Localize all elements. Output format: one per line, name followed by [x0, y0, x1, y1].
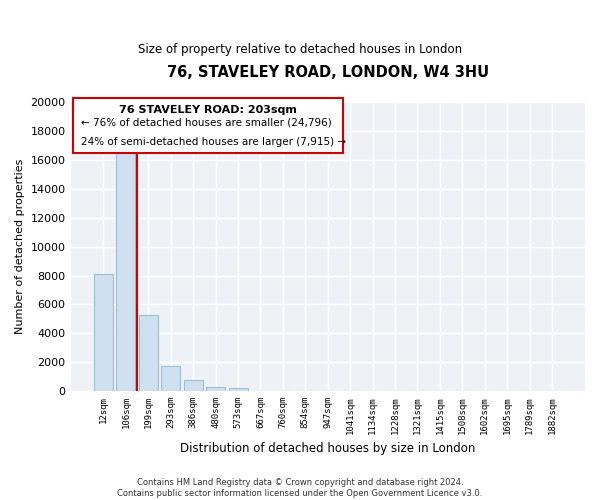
Text: 24% of semi-detached houses are larger (7,915) →: 24% of semi-detached houses are larger (…: [81, 136, 346, 146]
Bar: [94, 274, 113, 391]
Text: Size of property relative to detached houses in London: Size of property relative to detached ho…: [138, 42, 462, 56]
Title: 76, STAVELEY ROAD, LONDON, W4 3HU: 76, STAVELEY ROAD, LONDON, W4 3HU: [167, 65, 489, 80]
Y-axis label: Number of detached properties: Number of detached properties: [15, 159, 25, 334]
Bar: [161, 366, 180, 391]
Text: 76 STAVELEY ROAD: 203sqm: 76 STAVELEY ROAD: 203sqm: [119, 105, 297, 115]
Bar: [139, 314, 158, 391]
FancyBboxPatch shape: [73, 98, 343, 152]
Text: Contains HM Land Registry data © Crown copyright and database right 2024.
Contai: Contains HM Land Registry data © Crown c…: [118, 478, 482, 498]
Bar: [229, 388, 248, 391]
Bar: [116, 152, 136, 391]
Text: ← 76% of detached houses are smaller (24,796): ← 76% of detached houses are smaller (24…: [81, 118, 332, 128]
Bar: [206, 386, 225, 391]
X-axis label: Distribution of detached houses by size in London: Distribution of detached houses by size …: [180, 442, 475, 455]
Bar: [184, 380, 203, 391]
